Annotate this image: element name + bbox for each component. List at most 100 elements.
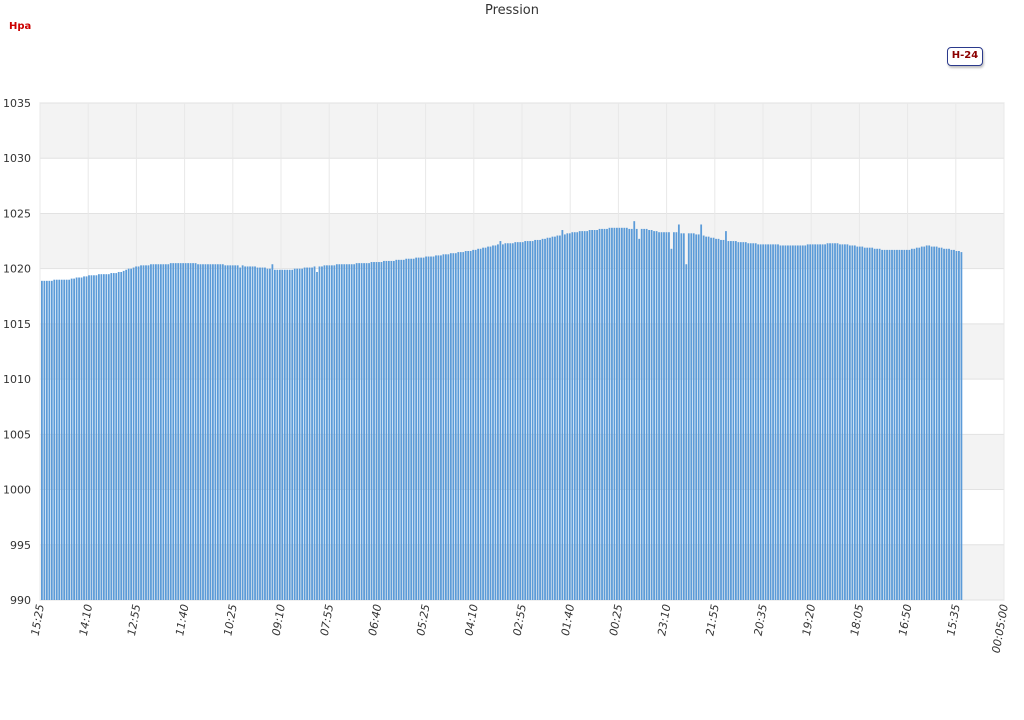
bar [873,248,876,601]
bar [147,265,150,600]
bar [638,238,641,600]
bar [132,267,135,600]
bar [824,244,826,600]
bar [330,265,333,600]
bar [288,269,291,600]
bar [43,280,46,600]
bar [88,275,90,600]
bar [598,228,601,600]
bar [365,263,368,600]
bar [948,248,950,601]
bar [616,227,618,601]
bar [762,244,765,600]
bar [516,242,519,600]
bar [576,232,579,600]
bar [645,228,648,600]
bar [378,262,380,600]
bar [541,238,544,600]
bar [692,233,695,600]
bar [886,249,888,600]
bar [749,243,752,600]
bar [60,279,63,600]
bar [115,273,118,600]
x-tick-label: 01:40 [559,603,577,636]
bar [925,245,928,600]
bar [883,249,886,600]
bar [194,263,197,600]
bar [898,249,901,600]
bar [437,255,440,600]
bar [675,232,678,600]
bar [677,224,680,601]
x-tick-label: 14:10 [77,603,95,636]
bar [697,234,700,600]
bar [482,247,484,600]
bar [826,243,829,600]
y-tick-label: 995 [10,539,31,552]
bar [221,264,224,600]
bar [910,248,913,601]
bar [192,263,194,600]
range-24h-button[interactable]: H-24 [947,47,983,66]
bar [888,249,891,600]
bar [630,228,633,600]
bar [380,262,383,600]
bar [702,235,705,600]
bar [107,274,110,600]
bar [425,256,427,600]
bar [955,251,958,600]
bar [905,249,908,600]
bar [531,241,534,600]
bar [930,246,933,600]
bar [276,269,279,600]
bar [878,248,881,601]
bar [732,241,735,600]
bar [549,237,551,601]
bar [710,237,712,601]
bar [204,264,207,600]
bar [836,243,839,600]
bar [856,246,859,600]
bar [45,280,48,600]
bar [182,263,185,600]
bar [207,264,209,600]
bar [440,255,442,600]
bar [643,228,646,600]
bar [747,243,750,600]
bar [509,243,512,600]
bar [318,266,321,600]
bar [650,230,653,600]
bar [48,280,51,600]
bar [239,267,242,600]
bar [593,230,596,600]
bar [563,234,566,600]
bar [829,243,831,600]
bar [871,247,874,600]
bar [923,246,926,600]
bar [940,247,943,600]
bar [499,241,502,600]
bar [83,276,85,600]
bar [216,264,219,600]
bar [831,243,834,600]
bar [816,244,819,600]
bar [551,236,554,600]
bar [901,249,903,600]
bar [122,270,125,600]
bar [373,262,375,600]
bar [943,248,945,601]
bar [130,268,133,600]
bar [311,267,313,600]
bar [764,244,767,600]
bar [608,227,611,601]
bar [623,227,626,601]
bar [687,233,690,600]
bar [504,243,507,600]
bar [120,271,123,600]
bar [80,277,83,600]
x-tick-label: 10:25 [221,603,239,636]
bar [117,271,120,600]
bar [328,265,331,600]
bar [920,246,923,600]
bar [844,244,846,600]
